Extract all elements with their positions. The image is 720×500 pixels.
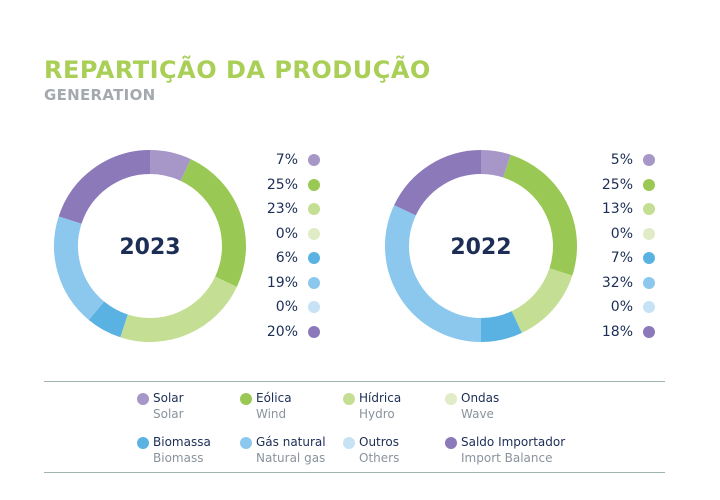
series-color-dot [308,252,320,265]
percent-list-2022: 5% 25% 13% 0% 7% 32% 0% 18% [575,148,655,344]
series-color-dot [308,325,320,338]
percent-row-2023-biomassa: 6% [240,246,320,271]
series-color-dot [308,203,320,216]
legend-color-dot [137,393,149,405]
series-color-dot [643,203,655,216]
page-title: REPARTIÇÃO DA PRODUÇÃO [44,56,431,84]
percent-label: 25% [601,176,633,193]
legend-label-en: Biomass [153,451,204,465]
series-color-dot [308,154,320,167]
series-color-dot [308,276,320,289]
legend-color-dot [343,393,355,405]
percent-row-2022-outros: 0% [575,295,655,320]
percent-row-2022-solar: 5% [575,148,655,173]
percent-row-2023-eolica: 25% [240,173,320,198]
donut-slice-2023-hidrica [120,276,237,342]
divider-top [44,381,665,382]
series-color-dot [643,227,655,240]
percent-row-2023-hidrica: 23% [240,197,320,222]
series-color-dot [643,276,655,289]
legend-label-en: Wave [461,407,494,421]
legend-label-pt: Saldo Importador [461,435,566,449]
donut-center-label-2023: 2023 [119,235,180,260]
legend-label-pt: Eólica [256,391,292,405]
legend-color-dot [445,437,457,449]
series-color-dot [643,325,655,338]
percent-label: 0% [275,299,298,316]
legend-color-dot [240,393,252,405]
donut-slice-2023-saldo-importador [58,150,151,225]
series-color-dot [308,301,320,314]
series-color-dot [308,227,320,240]
percent-label: 25% [266,176,298,193]
series-color-dot [643,252,655,265]
donut-slice-2022-eolica [502,154,577,276]
legend-label-pt: Outros [359,435,400,449]
percent-label: 19% [266,274,298,291]
legend-color-dot [240,437,252,449]
divider-bottom [44,472,665,473]
legend-label-pt: Gás natural [256,435,326,449]
percent-label: 7% [275,152,298,169]
donut-slice-2022-biomassa [480,310,522,342]
donut-center-label-2022: 2022 [450,235,511,260]
donut-slice-2023-solar [149,150,191,182]
legend-label-en: Wind [256,407,287,421]
legend-label-pt: Biomassa [153,435,211,449]
percent-row-2022-saldo-importador: 18% [575,320,655,345]
percent-label: 5% [610,152,633,169]
percent-label: 18% [601,323,633,340]
donut-slice-2023-biomassa [88,301,129,338]
donut-chart-2022: 2022 [385,150,577,342]
percent-label: 20% [266,323,298,340]
series-color-dot [308,178,320,191]
percent-label: 6% [275,250,298,267]
percent-row-2023-solar: 7% [240,148,320,173]
legend-label-en: Solar [153,407,184,421]
percent-label: 0% [610,225,633,242]
donut-slice-2023-gas-natural [54,216,105,320]
percent-row-2023-saldo-importador: 20% [240,320,320,345]
donut-slice-2023-eolica [180,159,246,287]
donut-chart-2023: 2023 [54,150,246,342]
legend-label-en: Natural gas [256,451,326,465]
percent-list-2023: 7% 25% 23% 0% 6% 19% 0% 20% [240,148,320,344]
page-subtitle: GENERATION [44,86,156,104]
legend-color-dot [445,393,457,405]
percent-label: 0% [610,299,633,316]
legend-color-dot [343,437,355,449]
donut-slice-2022-gas-natural [385,205,482,342]
percent-row-2023-gas-natural: 19% [240,271,320,296]
series-color-dot [643,154,655,167]
percent-row-2022-biomassa: 7% [575,246,655,271]
legend-color-dot [137,437,149,449]
percent-row-2022-hidrica: 13% [575,197,655,222]
donut-slice-2022-saldo-importador [394,150,482,216]
percent-label: 32% [601,274,633,291]
legend-label-en: Hydro [359,407,395,421]
legend-label-pt: Solar [153,391,184,405]
percent-row-2022-ondas: 0% [575,222,655,247]
legend-label-pt: Ondas [461,391,500,405]
series-color-dot [643,178,655,191]
donut-slice-2022-solar [480,150,511,178]
percent-label: 23% [266,201,298,218]
percent-row-2022-eolica: 25% [575,173,655,198]
donut-slice-2022-hidrica [511,267,573,333]
legend-label-pt: Hídrica [359,391,402,405]
percent-row-2023-ondas: 0% [240,222,320,247]
series-color-dot [643,301,655,314]
percent-label: 7% [610,250,633,267]
legend-label-en: Others [359,451,400,465]
percent-label: 0% [275,225,298,242]
percent-label: 13% [601,201,633,218]
legend-label-en: Import Balance [461,451,553,465]
percent-row-2023-outros: 0% [240,295,320,320]
percent-row-2022-gas-natural: 32% [575,271,655,296]
